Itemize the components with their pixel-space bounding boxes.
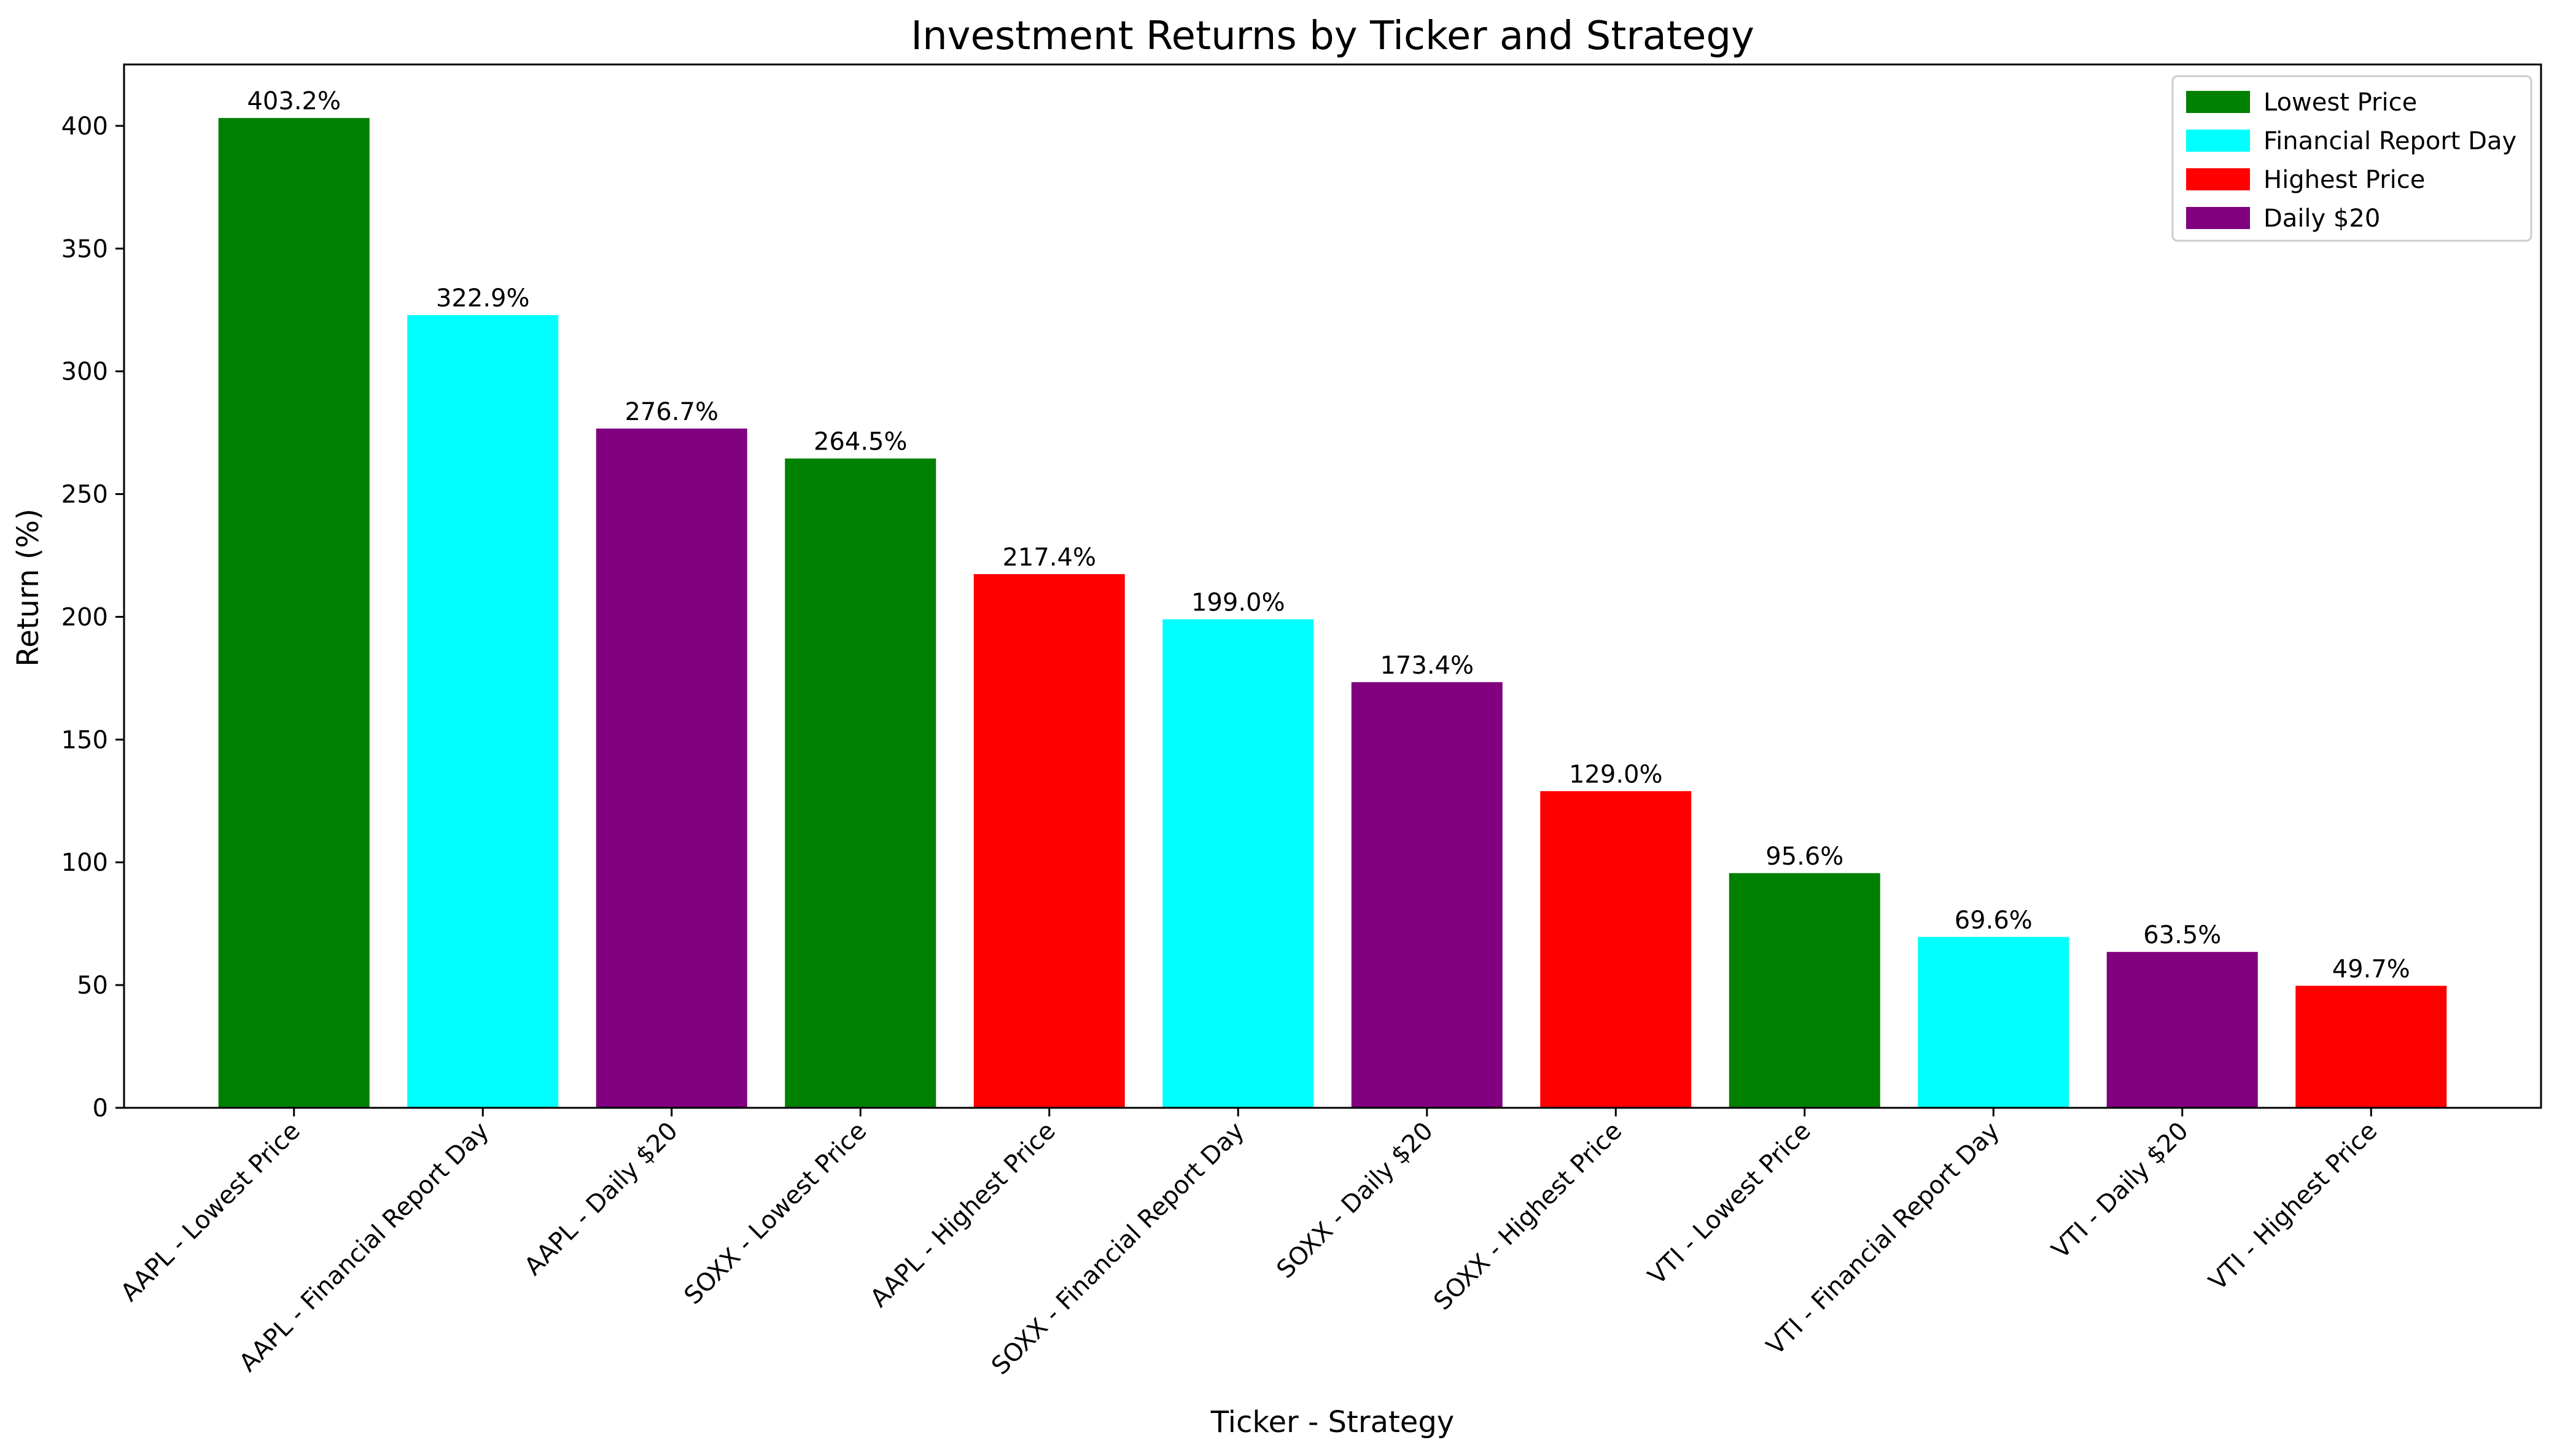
data-label: 199.0% [1191,588,1285,617]
y-tick-label: 200 [61,603,108,631]
legend-label: Daily $20 [2263,204,2380,233]
data-label: 217.4% [1002,543,1096,572]
bar [973,574,1125,1108]
bar [1918,936,2069,1108]
bar [1729,873,1880,1108]
bar [2106,952,2258,1108]
data-label: 173.4% [1380,652,1474,680]
bar [2295,986,2447,1108]
bar [218,118,370,1108]
y-tick-label: 400 [61,112,108,141]
legend-swatch [2186,207,2250,229]
bar [596,428,747,1108]
x-tick-label: SOXX - Daily $20 [1271,1117,1438,1284]
data-labels-layer: 403.2% 322.9% 276.7% 264.5% 217.4% 199.0% 173.… [247,87,2410,983]
plot-frame [123,63,2542,1109]
x-tick-label: VTI - Daily $20 [2047,1117,2194,1264]
y-tick-label: 350 [61,235,108,263]
bar [1162,619,1314,1108]
x-tick-label: AAPL - Lowest Price [115,1117,306,1307]
data-label: 49.7% [2332,955,2410,983]
data-label: 63.5% [2143,921,2221,949]
legend-box [2171,75,2532,242]
legend-label: Lowest Price [2263,88,2417,117]
legend: Lowest Price Financial Report Day Highest … [2171,75,2532,242]
legend-swatch [2186,130,2250,152]
y-tick-label: 300 [61,358,108,386]
x-axis-title: Ticker - Strategy [1210,1405,1454,1439]
y-tick-label: 150 [61,726,108,754]
x-tick-label: AAPL - Daily $20 [519,1117,683,1282]
y-tick-label: 250 [61,481,108,509]
legend-label: Financial Report Day [2263,127,2516,155]
bars-layer [218,118,2447,1108]
y-tick-label: 100 [61,849,108,877]
x-tick-label: SOXX - Highest Price [1428,1117,1627,1316]
bar [407,315,559,1108]
data-label: 403.2% [247,87,341,115]
x-tick-label: SOXX - Lowest Price [679,1117,873,1310]
bar [1540,791,1692,1108]
data-label: 69.6% [1955,906,2033,935]
data-label: 264.5% [814,428,908,456]
x-tick-label: AAPL - Highest Price [865,1117,1061,1313]
y-axis-title: Return (%) [11,508,45,667]
y-tick-label: 0 [93,1094,108,1123]
x-tick-label: VTI - Lowest Price [1643,1117,1816,1291]
legend-swatch [2186,168,2250,190]
data-label: 276.7% [625,398,718,426]
data-label: 322.9% [436,284,530,313]
bar [1351,682,1503,1108]
data-label: 95.6% [1765,843,1843,871]
legend-label: Highest Price [2263,166,2425,194]
chart-title: Investment Returns by Ticker and Strateg… [911,14,1754,59]
legend-swatch [2186,91,2250,113]
data-label: 129.0% [1569,760,1663,788]
bar [785,458,936,1108]
y-tick-label: 50 [77,971,108,1000]
x-tick-label: VTI - Highest Price [2203,1117,2383,1296]
